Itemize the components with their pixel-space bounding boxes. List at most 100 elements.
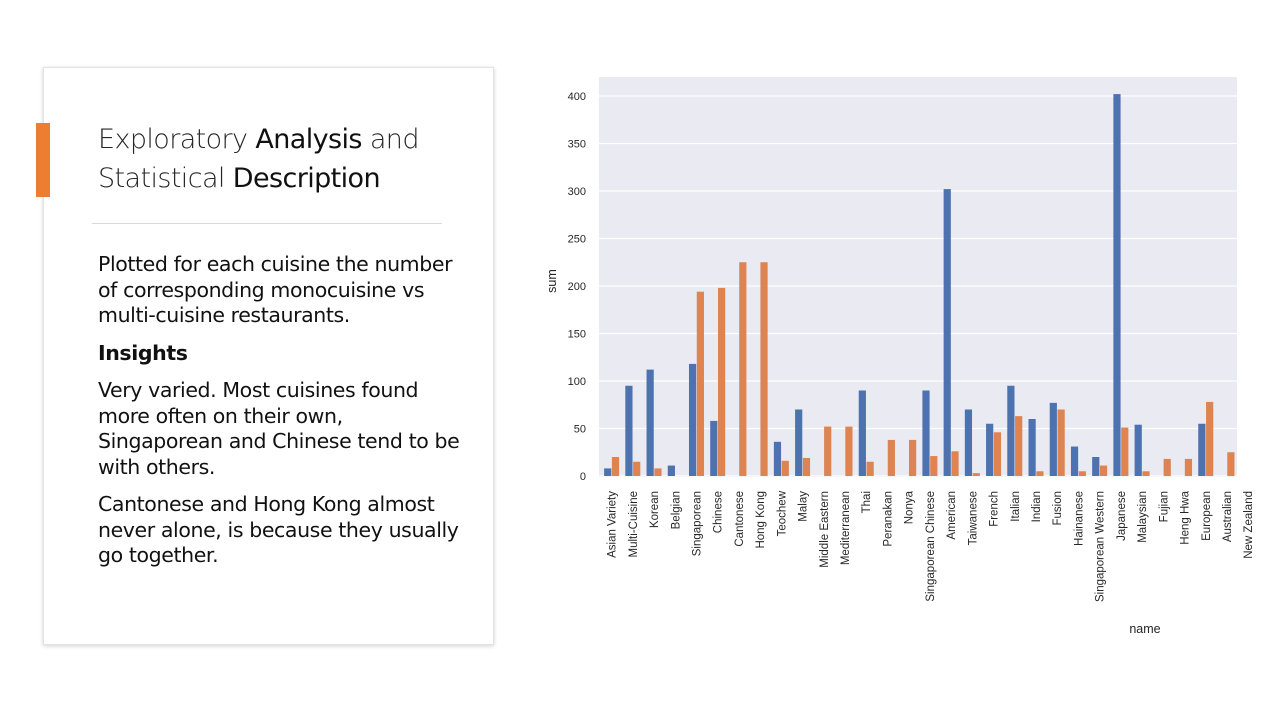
bar-multi: [718, 287, 726, 476]
bar-mono: [858, 390, 866, 476]
y-tick-label: 100: [568, 376, 586, 388]
x-tick-label: Hong Kong: [755, 491, 767, 549]
title-part-1: Analysis: [255, 124, 362, 155]
bar-multi: [1227, 452, 1235, 476]
bar-multi: [739, 262, 747, 476]
x-tick-label: Malaysian: [1137, 491, 1149, 543]
x-tick-label: Indian: [1031, 491, 1043, 522]
x-tick-label: Japanese: [1116, 491, 1128, 541]
x-tick-label: Peranakan: [882, 491, 894, 547]
y-tick-label: 400: [568, 91, 586, 103]
bar-mono: [688, 363, 697, 476]
x-tick-label: Fujian: [1158, 491, 1170, 522]
slide-title: Exploratory Analysis and Statistical Des…: [98, 120, 478, 198]
bar-multi: [1206, 401, 1214, 476]
bar-mono: [667, 465, 675, 476]
bar-multi: [908, 439, 917, 476]
bar-mono: [1113, 94, 1121, 476]
bar-mono: [604, 468, 612, 476]
bar-multi: [1036, 471, 1044, 476]
x-tick-label: Hainanese: [1073, 491, 1085, 546]
x-tick-label: Mediterranean: [840, 491, 852, 565]
bar-multi: [1142, 471, 1150, 476]
x-tick-label: Taiwanese: [967, 491, 979, 545]
x-tick-label: Chinese: [713, 491, 725, 533]
bar-multi: [930, 456, 938, 476]
bar-mono: [625, 385, 633, 476]
bar-mono: [773, 441, 782, 476]
bar-multi: [781, 460, 789, 476]
insight-paragraph-1: Very varied. Most cuisines found more of…: [98, 378, 460, 479]
x-tick-label: Singaporean Chinese: [925, 491, 937, 602]
cuisine-bar-chart: 0 50 100 150 200 250 300 350 400 Asian Variety Mul…: [545, 77, 1255, 636]
y-axis-label: sum: [545, 269, 559, 293]
slide-body: Plotted for each cuisine the number of c…: [98, 252, 468, 581]
x-tick-label: Fusion: [1052, 491, 1064, 526]
y-tick-label: 250: [568, 234, 586, 246]
y-tick-label: 300: [568, 186, 586, 198]
bar-multi: [1078, 471, 1086, 476]
bar-mono: [646, 369, 654, 476]
x-tick-label: American: [946, 491, 958, 540]
bar-multi: [845, 426, 853, 476]
bar-multi: [611, 457, 620, 476]
title-part-2: and Statistical: [98, 124, 419, 194]
bar-multi: [802, 457, 811, 476]
title-divider: [92, 223, 442, 224]
bar-multi: [1057, 409, 1065, 476]
bar-multi: [1121, 427, 1129, 476]
bar-mono: [943, 189, 951, 476]
x-tick-label: Teochew: [776, 490, 788, 536]
x-axis-label: name: [1129, 622, 1160, 636]
x-tick-label: New Zealand: [1243, 491, 1255, 559]
x-tick-label: Asian Variety: [607, 491, 619, 558]
bar-multi: [1099, 465, 1108, 476]
bar-multi: [887, 439, 895, 476]
x-tick-label: Thai: [861, 491, 873, 513]
x-tick-label: European: [1201, 491, 1213, 541]
bar-multi: [972, 473, 980, 476]
y-tick-label: 50: [574, 424, 586, 436]
bar-mono: [922, 390, 930, 476]
bar-multi: [760, 262, 768, 476]
y-tick-label: 200: [568, 281, 586, 293]
x-tick-label: Malay: [798, 491, 810, 522]
bar-mono: [795, 409, 803, 476]
x-tick-label: Heng Hwa: [1180, 490, 1192, 544]
insight-paragraph-2: Cantonese and Hong Kong almost never alo…: [98, 492, 459, 567]
title-part-3: Description: [232, 163, 381, 194]
bar-multi: [696, 291, 704, 476]
x-tick-label: Singaporean: [691, 491, 703, 556]
x-tick-label: Nonya: [904, 490, 916, 524]
title-part-0: Exploratory: [98, 124, 256, 155]
bar-multi: [866, 461, 874, 476]
description-paragraph: Plotted for each cuisine the number of c…: [98, 252, 453, 327]
bar-mono: [1134, 424, 1142, 476]
y-tick-label: 150: [568, 329, 586, 341]
bar-multi: [993, 432, 1002, 476]
text-card: [43, 67, 494, 645]
bar-multi: [1163, 458, 1171, 476]
x-tick-label: Middle Eastern: [819, 491, 831, 568]
x-tick-label: Italian: [1010, 491, 1022, 522]
bar-multi: [1015, 416, 1023, 476]
x-tick-label: French: [989, 491, 1001, 527]
x-tick-label: Belgian: [670, 491, 682, 529]
x-tick-label: Multi-Cuisine: [628, 491, 640, 557]
bar-mono: [964, 409, 973, 476]
insights-heading: Insights: [98, 340, 188, 365]
y-tick-label: 0: [580, 471, 586, 483]
bar-multi: [654, 468, 662, 476]
x-tick-label: Australian: [1222, 491, 1234, 542]
bar-mono: [1070, 446, 1079, 476]
bar-multi: [824, 426, 832, 476]
accent-bar: [36, 123, 50, 197]
bar-mono: [1028, 419, 1036, 476]
bar-multi: [1184, 458, 1193, 476]
bar-mono: [1092, 457, 1100, 476]
bar-multi: [633, 461, 641, 476]
x-tick-label: Singaporean Western: [1095, 491, 1107, 602]
bar-mono: [1198, 423, 1206, 476]
x-tick-label: Korean: [649, 491, 661, 528]
bar-mono: [710, 420, 718, 476]
